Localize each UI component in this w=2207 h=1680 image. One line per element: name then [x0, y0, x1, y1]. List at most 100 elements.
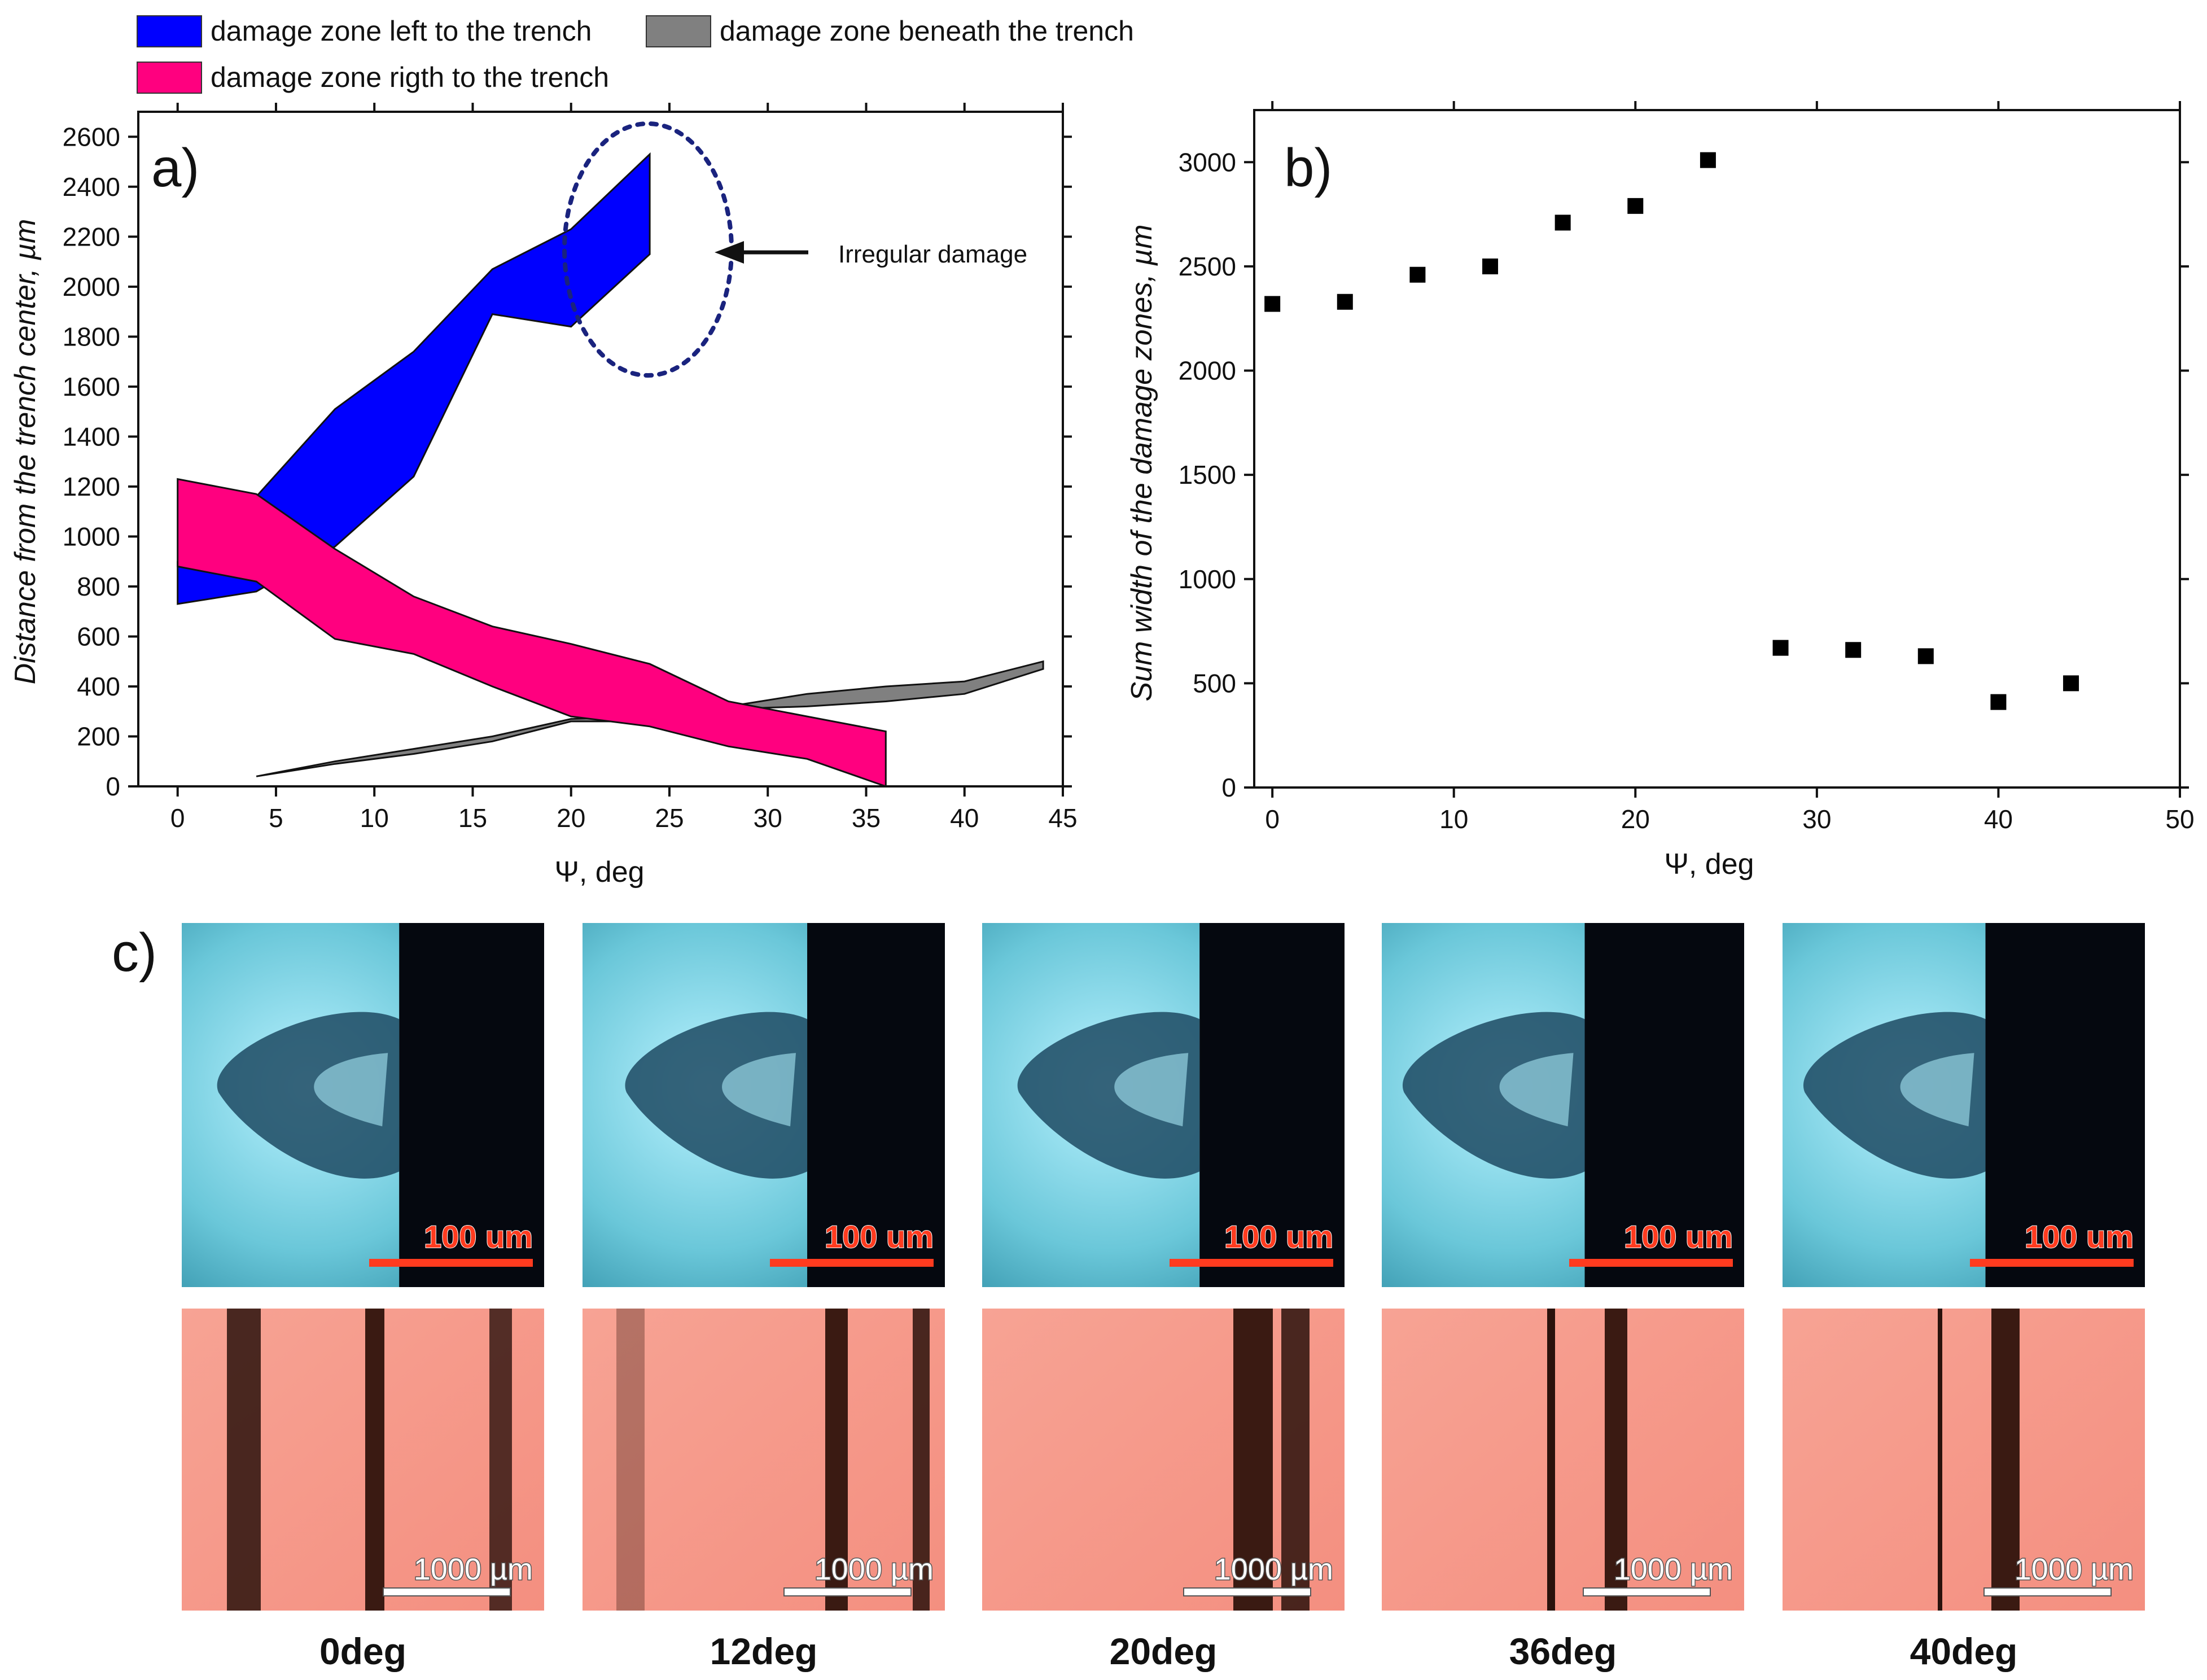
- legend-swatch-beneath: [646, 15, 711, 47]
- y-tick-label: 1400: [63, 422, 120, 451]
- micrograph-bottom: 1000 µm: [1783, 1309, 2145, 1611]
- y-tick-label: 2200: [63, 222, 120, 251]
- scale-label-bottom: 1000 µm: [414, 1552, 533, 1586]
- damage-zone-highlight: [1114, 1053, 1189, 1127]
- x-tick-label: 25: [655, 803, 684, 833]
- area-damage-zone-rigth-to-the-trench: [177, 478, 887, 788]
- y-tick-label: 800: [77, 572, 120, 601]
- scale-bar-top: [1970, 1259, 2134, 1267]
- chart-a: a) 0 5 10 15 20 25 30 35 40 45 0 200 400 600 800 1000 12…: [9, 103, 1078, 889]
- scale-bar-top: [1170, 1259, 1333, 1267]
- scatter-point: [2063, 675, 2079, 692]
- angle-caption: 40deg: [1910, 1630, 2018, 1672]
- legend-item-beneath: damage zone beneath the trench: [646, 15, 1134, 47]
- scale-label-top: 100 um: [2025, 1219, 2134, 1254]
- damage-zone-shape: [1402, 1012, 1585, 1179]
- scatter-point: [1845, 642, 1862, 658]
- angle-caption: 12deg: [710, 1630, 818, 1672]
- scatter-point: [1554, 215, 1571, 231]
- micrograph-bottom-background: [1382, 1309, 1744, 1611]
- x-tick-label: 40: [1984, 804, 2013, 834]
- panel-a-label: a): [151, 138, 199, 198]
- micrograph-top: 100 um: [982, 923, 1345, 1287]
- x-tick-label: 45: [1048, 803, 1077, 833]
- chart-a-ylabel: Distance from the trench center, µm: [9, 219, 42, 685]
- y-tick-label: 200: [77, 721, 120, 751]
- scale-bar-bottom: [1983, 1587, 2112, 1596]
- y-tick-label: 400: [77, 672, 120, 701]
- thin-trench-line: [1547, 1309, 1555, 1611]
- micrograph-bottom: 1000 µm: [982, 1309, 1345, 1611]
- scatter-point: [1700, 152, 1716, 168]
- trench-line: [825, 1309, 848, 1611]
- scatter-point: [1409, 266, 1426, 283]
- chart-b-points: [1264, 152, 2079, 710]
- trench-dark-region: [1199, 923, 1345, 1287]
- scale-label-bottom: 1000 µm: [1614, 1552, 1733, 1586]
- x-tick-label: 20: [557, 803, 585, 833]
- micrograph-top: 100 um: [1783, 923, 2145, 1287]
- damage-zone-highlight: [1900, 1053, 1974, 1127]
- y-tick-label: 0: [1221, 773, 1236, 802]
- scale-bar-top: [369, 1259, 533, 1267]
- y-tick-label: 0: [106, 772, 120, 801]
- chart-b-xlabel: Ψ, deg: [1664, 848, 1754, 881]
- damage-band-right: [913, 1309, 930, 1611]
- legend-item-right: damage zone rigth to the trench: [137, 62, 609, 94]
- chart-a-xlabel: Ψ, deg: [554, 856, 644, 889]
- damage-zone-highlight: [314, 1053, 388, 1127]
- trench-dark-region: [1985, 923, 2145, 1287]
- scale-label-top: 100 um: [424, 1219, 533, 1254]
- micrograph-top: 100 um: [1382, 923, 1744, 1287]
- y-tick-label: 2600: [63, 122, 120, 151]
- y-tick-label: 2400: [63, 172, 120, 202]
- irregular-damage-label: Irregular damage: [838, 240, 1027, 268]
- scatter-point: [1337, 294, 1353, 310]
- micrograph-top: 100 um: [182, 923, 544, 1287]
- legend-item-left: damage zone left to the trench: [137, 15, 592, 47]
- chart-b-ylabel: Sum width of the damage zones, µm: [1126, 224, 1158, 701]
- panel-b-label: b): [1284, 138, 1332, 198]
- damage-band-left: [227, 1309, 261, 1611]
- x-tick-label: 30: [1802, 804, 1831, 834]
- micrograph-top: 100 um: [583, 923, 945, 1287]
- thin-trench-line: [1938, 1309, 1942, 1611]
- y-tick-label: 1000: [63, 522, 120, 551]
- scale-bar-bottom: [1583, 1587, 1711, 1596]
- damage-zone-shape: [625, 1012, 808, 1179]
- trench-dark-region: [807, 923, 945, 1287]
- trench-line: [365, 1309, 384, 1611]
- scatter-point: [1264, 296, 1281, 312]
- micrograph-bottom-background: [583, 1309, 945, 1611]
- scatter-point: [1627, 198, 1644, 214]
- micrograph-column: 100 um 1000 µm 20deg: [982, 923, 1345, 1672]
- x-tick-label: 0: [1265, 804, 1280, 834]
- y-tick-label: 3000: [1179, 147, 1236, 177]
- trench-line: [1605, 1309, 1627, 1611]
- damage-band-right: [489, 1309, 512, 1611]
- scale-label-bottom: 1000 µm: [2015, 1552, 2134, 1586]
- x-tick-label: 10: [1439, 804, 1468, 834]
- micrograph-bottom: 1000 µm: [583, 1309, 945, 1611]
- scatter-point: [1917, 648, 1934, 664]
- legend-swatch-right: [137, 62, 202, 94]
- scale-label-top: 100 um: [1624, 1219, 1733, 1254]
- y-tick-label: 1200: [63, 472, 120, 501]
- micrograph-bottom: 1000 µm: [1382, 1309, 1744, 1611]
- legend-label-left: damage zone left to the trench: [211, 15, 592, 47]
- micrograph-bottom-background: [1783, 1309, 2145, 1611]
- legend-label-right: damage zone rigth to the trench: [211, 62, 609, 93]
- damage-band-right: [1281, 1309, 1310, 1611]
- legend: damage zone left to the trench damage zo…: [137, 15, 1134, 94]
- y-tick-label: 1800: [63, 322, 120, 351]
- x-tick-label: 20: [1621, 804, 1650, 834]
- damage-band-left: [616, 1309, 645, 1611]
- y-tick-label: 2500: [1179, 252, 1236, 281]
- legend-swatch-left: [137, 15, 202, 47]
- trench-line: [1991, 1309, 2020, 1611]
